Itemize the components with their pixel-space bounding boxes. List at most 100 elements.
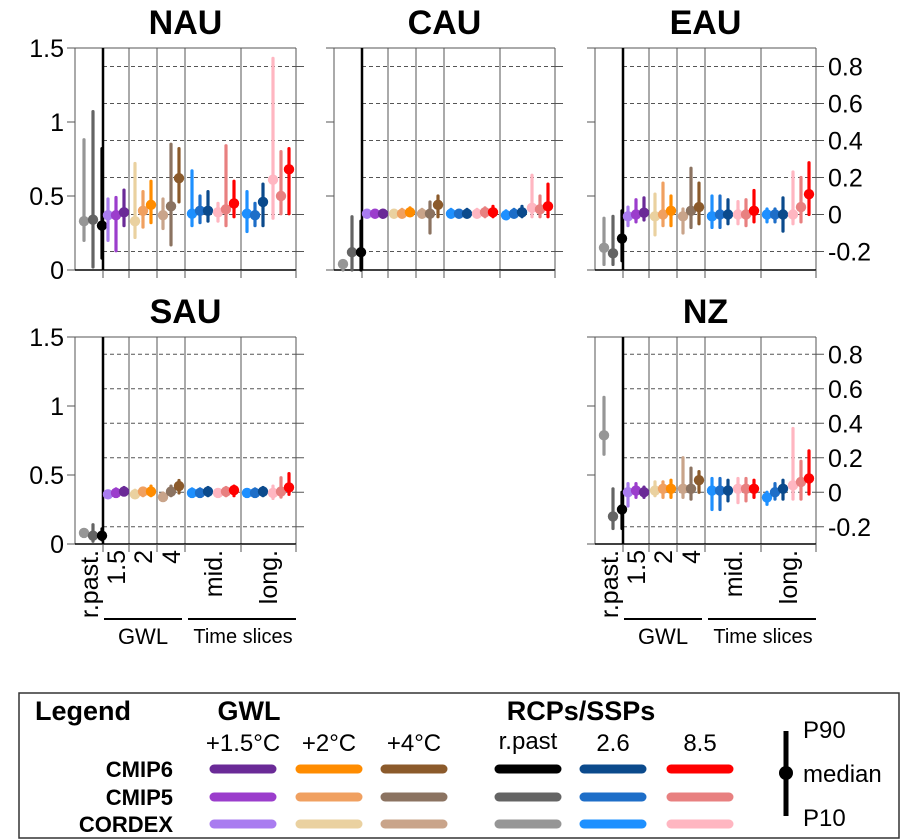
gwl-2-cmip6 [173, 478, 185, 495]
legend-swatches [209, 764, 734, 829]
gwl-2-cordex [677, 456, 689, 500]
median-dot [748, 205, 760, 216]
ts-0-8.5-cmip6 [228, 484, 240, 498]
median-dot [228, 484, 240, 496]
panels-layer: NAU 0 0.5 1 1.5 CAU EAU -0.2 0 0.2 0.4 0.6 0.8 SAU 0 0.… [29, 4, 871, 559]
median-dot [740, 483, 752, 494]
y2-tick-label: 0.4 [828, 128, 863, 156]
median-dot [249, 487, 261, 499]
median-dot [787, 480, 799, 491]
legend-row-cmip5: CMIP5 [106, 785, 173, 810]
ts-1-8.5-cmip5 [795, 459, 807, 501]
ts-0-8.5-cmip5 [479, 206, 491, 219]
panel-eau: EAU -0.2 0 0.2 0.4 0.6 0.8 [587, 4, 871, 278]
median-dot [508, 208, 520, 219]
gwl-2-cordex [677, 207, 689, 235]
median-dot [194, 205, 206, 216]
median-dot [649, 211, 661, 222]
y2-tick-label: 0.6 [828, 376, 863, 404]
ts-0-2.6-cmip6 [202, 485, 214, 498]
median-dot [388, 208, 400, 219]
gwl-0-cmip6 [118, 485, 130, 497]
gwl-0-cmip5 [110, 195, 122, 253]
median-dot [102, 489, 114, 500]
median-dot [416, 208, 428, 219]
gwl-0-cmip6 [638, 196, 650, 222]
median-dot [249, 210, 261, 221]
x-label-gwl-15: 1.5 [103, 550, 131, 585]
median-dot [87, 214, 99, 225]
ts-0-8.5-cmip5 [220, 144, 232, 228]
ts-0-2.6-cordex [445, 207, 457, 219]
median-dot [145, 486, 157, 497]
median-dot [598, 430, 610, 441]
median-dot [110, 210, 122, 221]
median-dot [598, 242, 610, 253]
ts-0-8.5-cordex [212, 201, 224, 223]
median-dot [761, 209, 773, 220]
gwl-1-cordex [649, 480, 661, 498]
median-dot [157, 210, 169, 221]
y2-tick-label: 0.2 [828, 445, 863, 473]
rpast-cordex [337, 258, 349, 272]
ts-1-8.5-cordex [787, 426, 799, 501]
median-dot [487, 207, 499, 218]
x-label-gwl-15: 1.5 [623, 550, 651, 585]
gwl-2-cmip6 [173, 147, 185, 204]
median-dot [616, 233, 628, 244]
legend-row-cordex: CORDEX [79, 812, 173, 837]
median-dot [228, 198, 240, 209]
y2-tick-label: 0 [828, 202, 842, 230]
median-dot [241, 487, 253, 499]
median-dot [275, 190, 287, 202]
ts-1-2.6-cmip6 [777, 196, 789, 233]
median-dot [622, 487, 634, 498]
y2-tick-label: -0.2 [828, 514, 871, 542]
gwl-2-cmip6 [693, 181, 705, 226]
median-dot [173, 480, 185, 492]
panel-nz: NZ -0.2 0 0.2 0.4 0.6 0.8 [587, 293, 871, 552]
median-dot [665, 483, 677, 494]
legend: Legend GWL RCPs/SSPs +1.5°C +2°C +4°C r.… [18, 692, 900, 839]
y-tick-label: 1 [50, 393, 64, 421]
y-tick-label: 0 [50, 257, 64, 285]
median-dot [118, 486, 130, 497]
median-dot [432, 199, 444, 211]
rpast-cordex [78, 138, 90, 242]
gwl-2-cmip5 [685, 166, 697, 230]
ts-1-8.5-cmip5 [275, 476, 287, 499]
gwl-0-cordex [102, 197, 114, 242]
rpast-cmip5 [87, 110, 99, 269]
median-dot [202, 486, 214, 497]
gwl-2-cmip5 [165, 142, 177, 247]
x-label-ts-long: long. [775, 550, 803, 604]
legend-rcp-level-26: 2.6 [596, 730, 629, 757]
median-dot [257, 486, 269, 497]
ts-0-2.6-cmip5 [194, 487, 206, 499]
ts-0-2.6-cordex [706, 476, 718, 512]
median-dot [607, 248, 619, 259]
median-dot [479, 207, 491, 218]
median-dot [110, 487, 122, 499]
median-dot [445, 208, 457, 219]
ts-1-2.6-cordex [241, 189, 253, 234]
median-dot [102, 210, 114, 221]
y-tick-label: 1 [50, 109, 64, 137]
gwl-0-cmip5 [630, 198, 642, 224]
ts-1-8.5-cmip6 [542, 182, 554, 219]
median-dot [461, 208, 473, 219]
gwl-2-cmip5 [685, 466, 697, 501]
median-dot [740, 209, 752, 220]
median-dot [649, 485, 661, 496]
legend-rcp-heading: RCPs/SSPs [507, 696, 656, 726]
gwl-1-cmip6 [404, 206, 416, 218]
gwl-0-cmip5 [369, 208, 381, 219]
median-dot [137, 205, 149, 216]
median-dot [78, 215, 90, 227]
median-dot [346, 247, 358, 258]
median-dot [212, 487, 224, 499]
median-dot [165, 486, 177, 497]
ts-0-8.5-cordex [732, 476, 744, 505]
ts-1-8.5-cmip6 [803, 449, 815, 496]
median-dot [145, 199, 157, 211]
